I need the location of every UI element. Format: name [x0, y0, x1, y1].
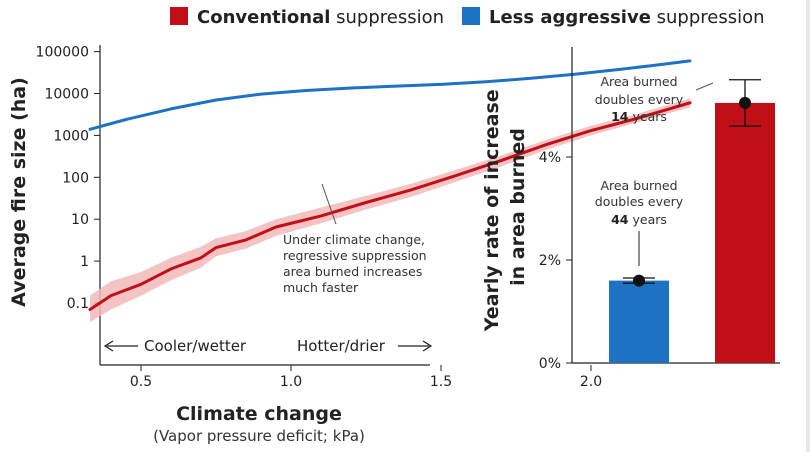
y-tick-label: 0.1: [67, 296, 89, 312]
annotation-line-2: regressive suppression: [283, 248, 427, 263]
bar-annotation-1-line-2: doubles every: [595, 194, 684, 209]
bar-annotation-2-line-1: Area burned: [600, 74, 677, 89]
line-chart-annotation: Under climate change, regressive suppres…: [283, 232, 427, 295]
y-tick-label: 1000: [53, 128, 89, 144]
legend-conventional-rest: suppression: [330, 7, 444, 28]
bar-point-less-aggressive: [633, 274, 645, 287]
line-chart-y-ticks: 0.1 1 10 100 1000 10000 100000: [36, 45, 100, 312]
line-chart-series: [88, 59, 692, 323]
left-arrowhead-icon: [103, 340, 114, 352]
y-tick-label: 1: [80, 254, 89, 270]
direction-arrows: Cooler/wetter Hotter/drier: [103, 337, 433, 355]
legend-less-aggressive-rest: suppression: [651, 7, 765, 28]
line-chart: 0.1 1 10 100 1000 10000 100000 0.5 1.0 1.5 2.0 Av…: [8, 45, 692, 445]
annotation-line-1: Under climate change,: [283, 232, 425, 247]
bar-annotation-2-line-3: 14 years: [611, 109, 667, 124]
legend: Conventional suppression Less aggressive…: [170, 7, 765, 28]
line-chart-y-label: Average fire size (ha): [8, 77, 30, 307]
x-tick-label: 0.5: [130, 374, 152, 390]
y-tick-label: 10: [71, 212, 89, 228]
x-tick-label: 2.0: [580, 374, 602, 390]
bar-annotation-1-years: 44: [611, 212, 629, 227]
legend-swatch-less-aggressive: [462, 7, 480, 25]
y-tick-label: 100000: [36, 45, 89, 61]
bar-chart-y-label-line-1: Yearly rate of increase: [481, 89, 503, 332]
legend-swatch-conventional: [170, 7, 188, 25]
y-tick-label: 10000: [44, 87, 89, 103]
bar-annotation-2-years: 14: [611, 109, 629, 124]
bar-y-tick-label: 4%: [539, 150, 561, 166]
annotation-line-4: much faster: [283, 280, 359, 295]
line-chart-x-sublabel: (Vapor pressure deficit; kPa): [153, 427, 365, 445]
line-chart-x-label: Climate change: [176, 403, 342, 425]
right-arrowhead-icon: [422, 340, 433, 352]
bar-chart: 0% 2% 4% Yearly rate of increase in area b…: [481, 47, 780, 372]
series-line-conventional: [88, 101, 692, 311]
bar-chart-y-label-line-2: in area burned: [507, 128, 529, 286]
series-line-less-aggressive: [88, 59, 692, 131]
bar-annotation-2-leader: [695, 82, 714, 91]
y-tick-label: 100: [62, 170, 89, 186]
x-tick-label: 1.5: [430, 374, 452, 390]
bar-point-conventional: [739, 96, 751, 109]
legend-label-conventional: Conventional suppression: [197, 7, 444, 28]
bar-less-aggressive: [609, 280, 669, 363]
series-band-conventional: [90, 98, 690, 323]
bar-annotation-1-unit: years: [629, 212, 667, 227]
bar-chart-y-ticks: 0% 2% 4%: [539, 150, 572, 372]
direction-right-label: Hotter/drier: [297, 337, 386, 355]
bar-annotation-less-aggressive: Area burned doubles every 44 years: [595, 178, 684, 266]
bar-chart-y-label: Yearly rate of increase in area burned: [481, 83, 529, 333]
legend-conventional-strong: Conventional: [197, 7, 330, 28]
legend-less-aggressive-strong: Less aggressive: [489, 7, 651, 28]
bar-chart-bars: [609, 79, 775, 364]
bar-annotation-1-line-3: 44 years: [611, 212, 667, 227]
bar-annotation-2-unit: years: [629, 109, 667, 124]
annotation-line-3: area burned increases: [283, 264, 422, 279]
bar-y-tick-label: 0%: [539, 356, 561, 372]
legend-label-less-aggressive: Less aggressive suppression: [489, 7, 765, 28]
bar-annotation-2-line-2: doubles every: [595, 92, 684, 107]
direction-left-label: Cooler/wetter: [144, 337, 247, 355]
bar-annotation-conventional: Area burned doubles every 14 years: [595, 74, 714, 124]
bar-y-tick-label: 2%: [539, 253, 561, 269]
line-chart-x-ticks: 0.5 1.0 1.5 2.0: [130, 365, 602, 390]
x-tick-label: 1.0: [280, 374, 302, 390]
window-edge: [806, 0, 810, 452]
annotation-leader-line: [321, 183, 337, 225]
bar-annotation-1-line-1: Area burned: [600, 178, 677, 193]
bar-conventional: [715, 102, 775, 364]
